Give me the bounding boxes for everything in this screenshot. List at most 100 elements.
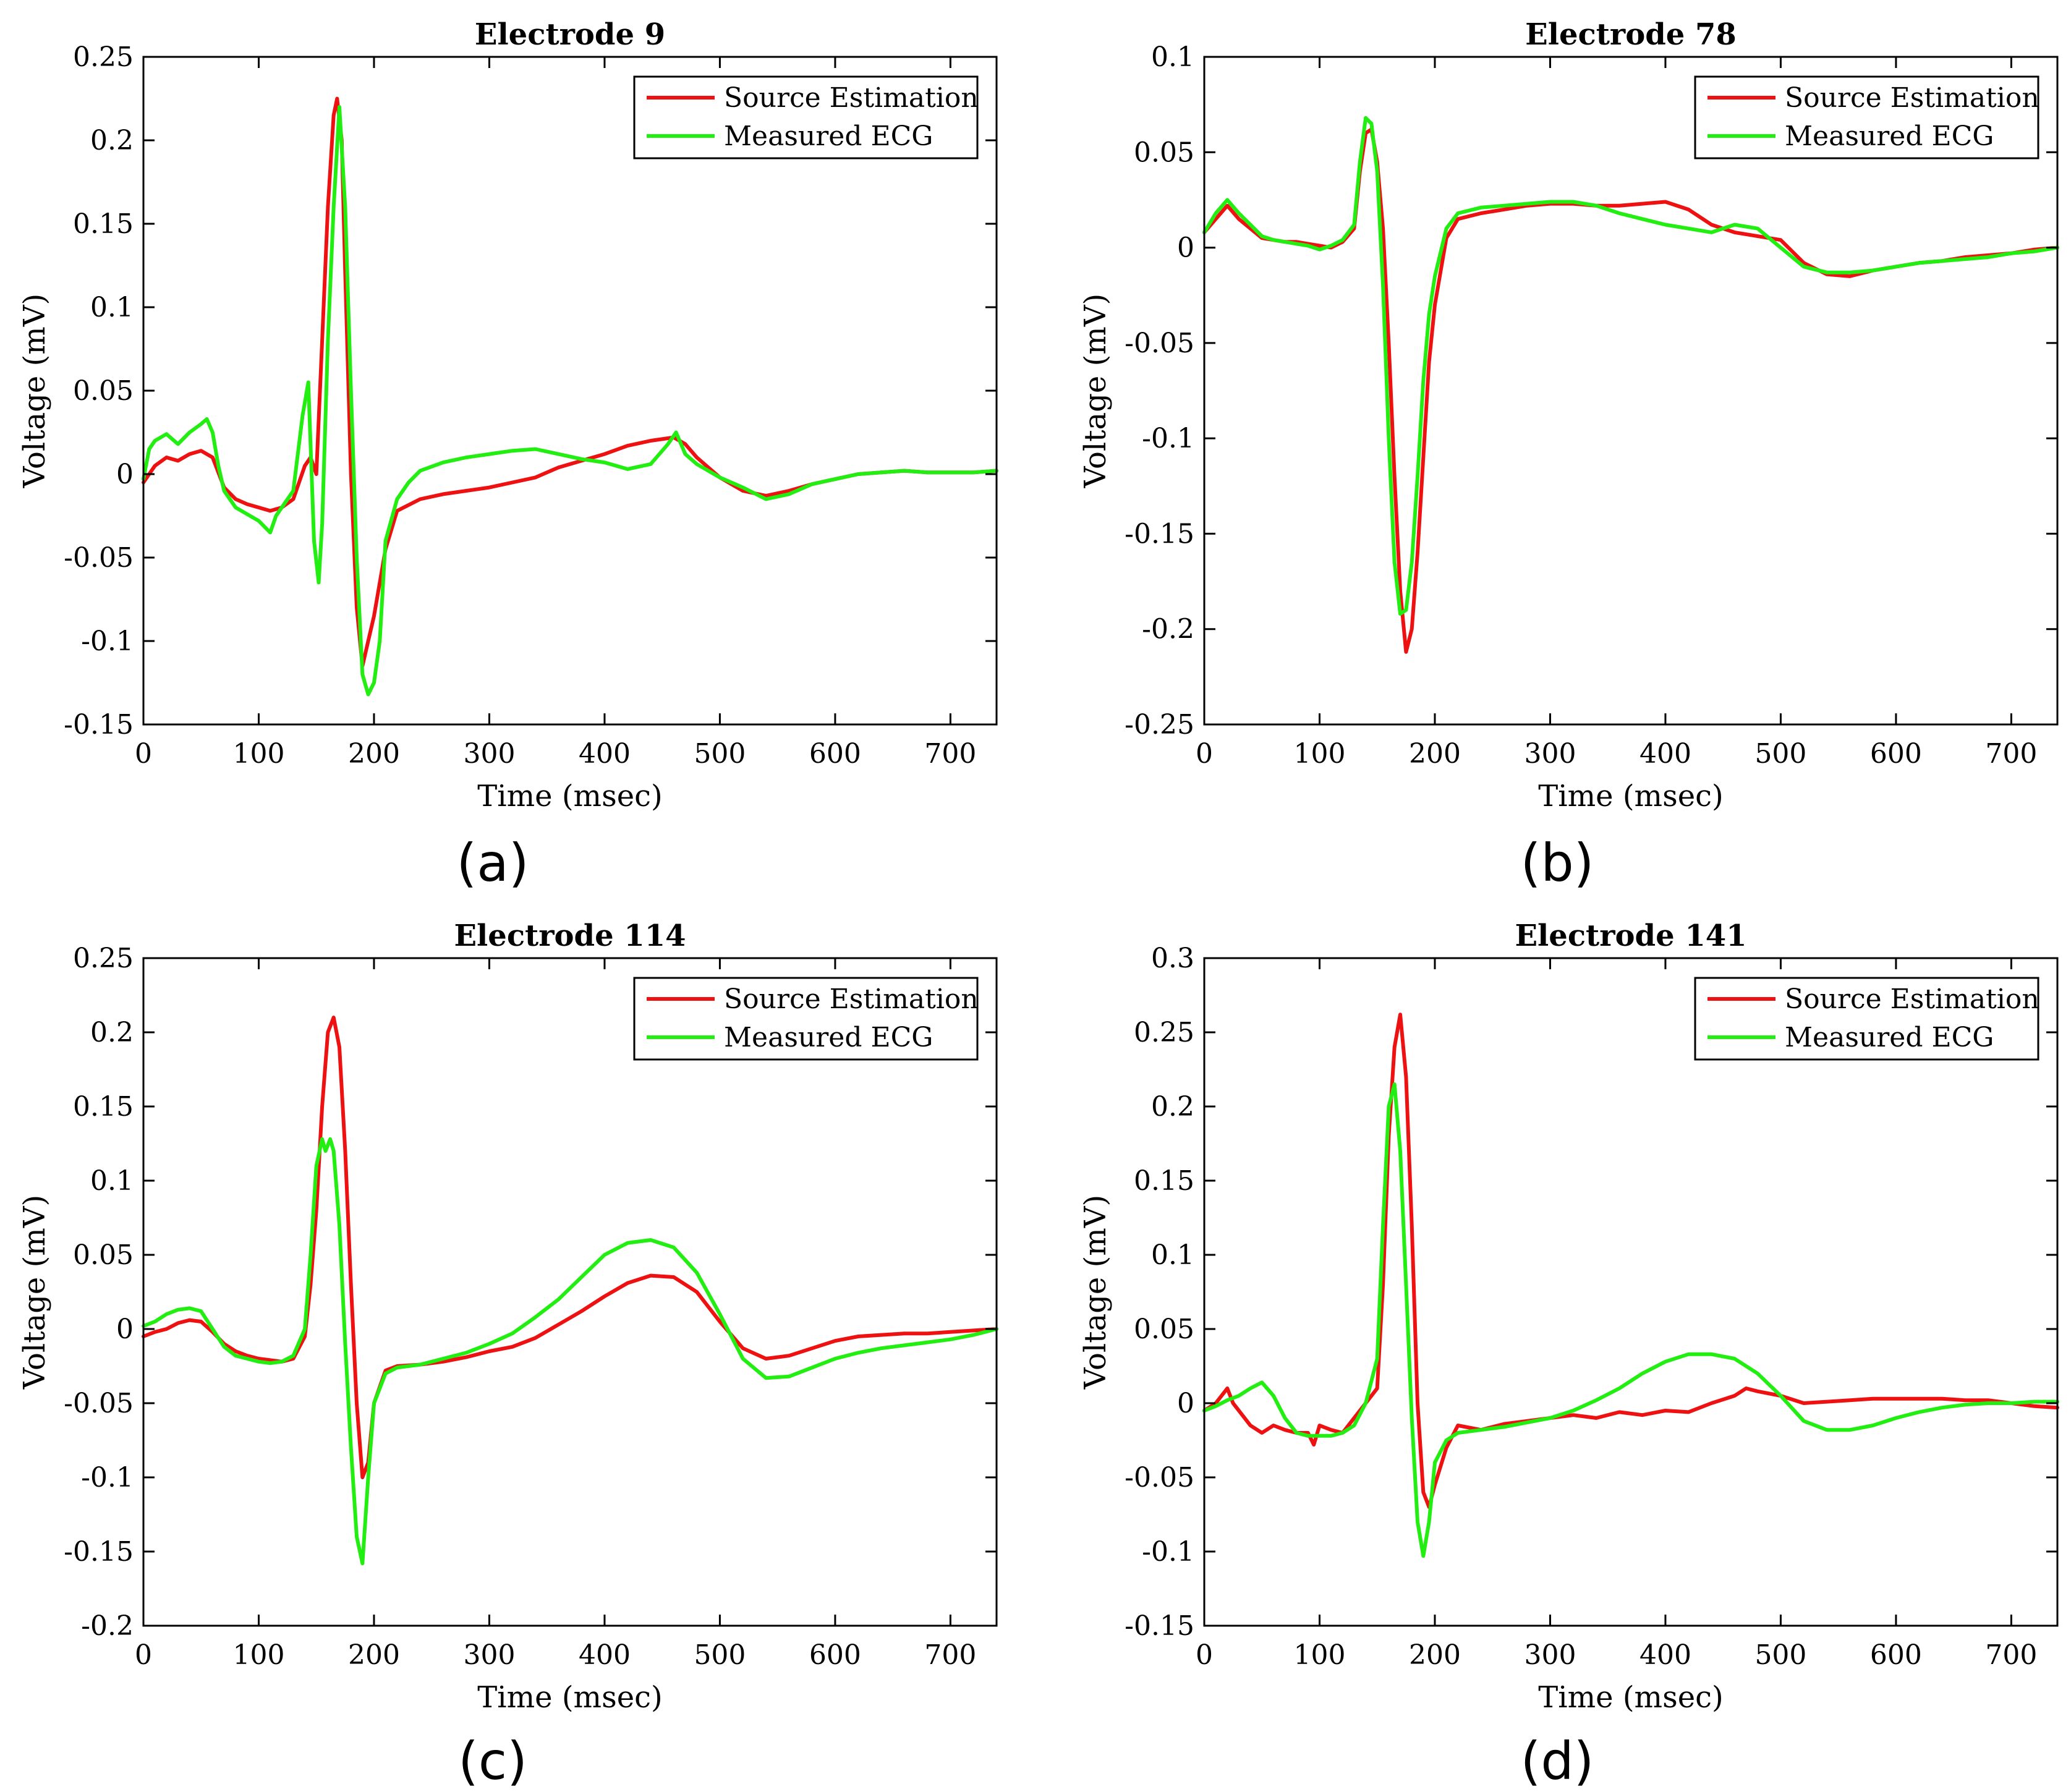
y-tick-label: -0.15	[1125, 518, 1194, 550]
y-tick-label: 0.25	[73, 943, 134, 974]
panel-label-d: (d)	[1521, 1731, 1594, 1791]
plot-title: Electrode 78	[1525, 17, 1737, 52]
y-tick-label: 0.1	[1151, 1239, 1194, 1271]
y-tick-label: -0.15	[64, 1536, 134, 1568]
y-tick-label: 0.05	[73, 375, 134, 407]
y-tick-label: 0.3	[1151, 943, 1194, 974]
series-line-measured-ecg	[1202, 1082, 2059, 1558]
y-tick-label: -0.1	[1142, 423, 1194, 454]
x-tick-label: 700	[924, 1639, 976, 1671]
x-tick-label: 100	[232, 738, 284, 770]
x-tick-label: 0	[1196, 1639, 1213, 1671]
plot-background	[1204, 958, 2057, 1626]
series-line-measured-ecg	[142, 1137, 998, 1566]
series-line-source-estimation	[1202, 127, 2059, 654]
y-axis-label: Voltage (mV)	[17, 1195, 52, 1390]
series-line-measured-ecg	[142, 105, 998, 697]
y-tick-label: 0.2	[1151, 1091, 1194, 1123]
y-tick-label: 0.05	[1134, 1314, 1194, 1345]
plot-title: Electrode 114	[454, 919, 686, 953]
y-tick-label: 0	[116, 1314, 134, 1345]
axes-box	[1203, 957, 2059, 1627]
legend-label-source-estimation: Source Estimation	[1785, 983, 2039, 1015]
plot-background	[143, 958, 997, 1626]
panel-c: Electrode 114 0 100 200 300 400 500 600 700 -0.2…	[17, 919, 998, 1715]
x-tick-label: 700	[1985, 1639, 2037, 1671]
x-tick-label: 600	[809, 1639, 861, 1671]
legend: Source Estimation Measured ECG	[633, 75, 979, 159]
x-axis-label: Time (msec)	[477, 1680, 662, 1715]
x-tick-label: 0	[135, 738, 152, 770]
x-axis-label: Time (msec)	[1538, 1680, 1723, 1715]
y-tick-label: 0.2	[90, 1017, 134, 1048]
y-axis-label: Voltage (mV)	[17, 294, 52, 488]
y-tick-label: 0.15	[1134, 1165, 1194, 1197]
y-tick-label: 0.15	[73, 1091, 134, 1123]
series-line-measured-ecg	[1202, 116, 2059, 616]
legend-label-measured-ecg: Measured ECG	[724, 1022, 933, 1053]
y-tick-label: -0.1	[81, 1462, 134, 1493]
x-tick-label: 500	[1754, 1639, 1806, 1671]
x-axis-label: Time (msec)	[477, 779, 662, 813]
x-tick-label: 500	[694, 1639, 746, 1671]
legend-label-source-estimation: Source Estimation	[724, 82, 979, 114]
axes-box	[1203, 56, 2059, 726]
y-tick-label: -0.15	[64, 709, 134, 741]
y-tick-label: 0.05	[1134, 137, 1194, 168]
legend: Source Estimation Measured ECG	[633, 977, 979, 1061]
y-tick-label: -0.05	[64, 542, 134, 574]
y-tick-label: -0.05	[64, 1388, 134, 1419]
y-tick-label: 0.1	[90, 1165, 134, 1197]
x-tick-label: 0	[135, 1639, 152, 1671]
legend: Source Estimation Measured ECG	[1694, 977, 2039, 1061]
x-tick-label: 100	[1293, 1639, 1345, 1671]
y-tick-label: -0.1	[81, 626, 134, 657]
y-tick-label: 0.2	[90, 125, 134, 156]
y-tick-label: 0	[1177, 232, 1194, 264]
plot-title: Electrode 9	[475, 17, 665, 52]
legend-box	[633, 75, 979, 159]
legend-label-source-estimation: Source Estimation	[1785, 82, 2039, 114]
panel-label-c: (c)	[458, 1731, 527, 1791]
series-line-source-estimation	[142, 1016, 998, 1479]
legend-box	[1694, 977, 2039, 1061]
y-tick-label: -0.05	[1125, 1462, 1194, 1493]
x-tick-label: 400	[1639, 738, 1691, 770]
x-tick-label: 400	[579, 1639, 631, 1671]
x-tick-label: 200	[348, 738, 400, 770]
x-tick-label: 300	[1524, 738, 1576, 770]
x-tick-label: 300	[1524, 1639, 1576, 1671]
x-tick-label: 500	[694, 738, 746, 770]
y-tick-label: -0.2	[81, 1610, 134, 1642]
legend-label-source-estimation: Source Estimation	[724, 983, 979, 1015]
y-tick-label: 0.05	[73, 1239, 134, 1271]
x-tick-label: 600	[1870, 738, 1922, 770]
y-tick-label: 0.1	[90, 292, 134, 323]
x-tick-label: 400	[1639, 1639, 1691, 1671]
x-tick-label: 100	[1293, 738, 1345, 770]
y-tick-label: 0.25	[1134, 1017, 1194, 1048]
legend-label-measured-ecg: Measured ECG	[724, 121, 933, 152]
y-tick-label: 0.1	[1151, 41, 1194, 73]
panel-d: Electrode 141 0 100 200 300 400 500 600 700 -0.1…	[1078, 919, 2059, 1715]
legend: Source Estimation Measured ECG	[1694, 75, 2039, 159]
x-tick-label: 600	[809, 738, 861, 770]
y-tick-label: 0	[1177, 1388, 1194, 1419]
x-tick-label: 200	[1409, 738, 1461, 770]
panel-label-a: (a)	[456, 833, 529, 893]
legend-label-measured-ecg: Measured ECG	[1785, 121, 1994, 152]
y-axis-label: Voltage (mV)	[1078, 294, 1113, 488]
x-tick-label: 700	[1985, 738, 2037, 770]
y-tick-label: 0.15	[73, 208, 134, 240]
y-tick-label: -0.05	[1125, 328, 1194, 359]
x-tick-label: 600	[1870, 1639, 1922, 1671]
legend-box	[1694, 75, 2039, 159]
plot-background	[143, 57, 997, 724]
panel-a: Electrode 9 0 100 200 300 400 500 600 700 -0.15 -…	[17, 17, 998, 813]
y-tick-label: -0.2	[1142, 614, 1194, 645]
panel-label-b: (b)	[1521, 833, 1594, 893]
panel-b: Electrode 78 0 100 200 300 400 500 600 700 -0.25…	[1078, 17, 2059, 813]
x-tick-label: 700	[924, 738, 976, 770]
x-axis-label: Time (msec)	[1538, 779, 1723, 813]
x-tick-label: 300	[463, 738, 515, 770]
